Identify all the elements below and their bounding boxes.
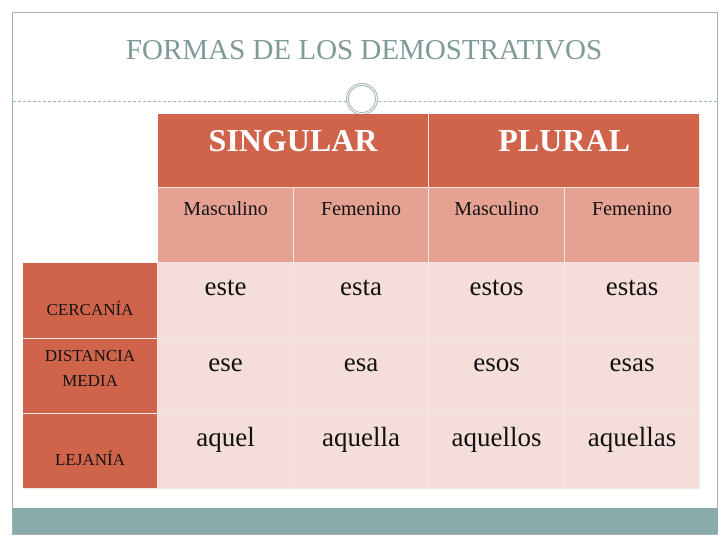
table-cell: aquel xyxy=(158,414,294,489)
table-cell: aquellos xyxy=(429,414,565,489)
footer-bar xyxy=(13,508,718,534)
column-header: Masculino xyxy=(158,188,294,263)
table-cell: aquella xyxy=(294,414,429,489)
group-header: SINGULAR xyxy=(158,114,429,188)
group-header: PLURAL xyxy=(429,114,700,188)
table-cell: aquellas xyxy=(565,414,700,489)
column-header: Masculino xyxy=(429,188,565,263)
slide-title: FORMAS DE LOS DEMOSTRATIVOS xyxy=(125,34,603,66)
table-cell: esos xyxy=(429,339,565,414)
row-header: DISTANCIA MEDIA xyxy=(23,339,158,414)
column-header: Femenino xyxy=(565,188,700,263)
table-cell: esas xyxy=(565,339,700,414)
ring-ornament-icon xyxy=(346,83,378,115)
column-header: Femenino xyxy=(294,188,429,263)
slide-frame xyxy=(12,12,718,535)
table-cell: ese xyxy=(158,339,294,414)
table-cell: estos xyxy=(429,263,565,339)
table-cell: este xyxy=(158,263,294,339)
row-header: LEJANÍA xyxy=(23,414,158,489)
table-cell: estas xyxy=(565,263,700,339)
row-header: CERCANÍA xyxy=(23,263,158,339)
table-cell: esa xyxy=(294,339,429,414)
table-cell: esta xyxy=(294,263,429,339)
